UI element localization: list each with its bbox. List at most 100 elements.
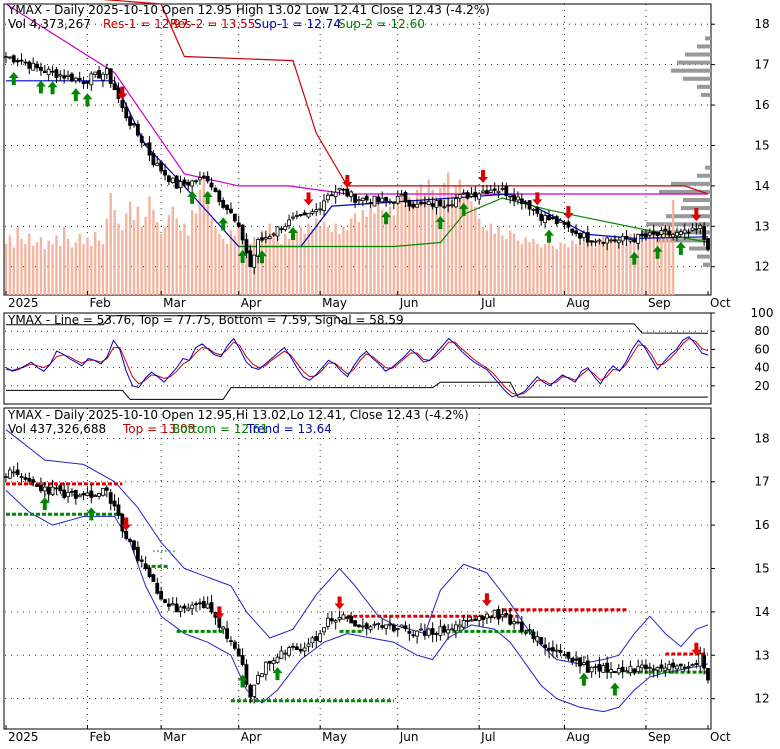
price-candle — [407, 630, 412, 634]
price-candle — [364, 195, 369, 201]
volume-profile-bar — [697, 254, 711, 259]
price-candle — [485, 613, 489, 619]
price-candle — [465, 620, 470, 622]
price-candle — [201, 600, 206, 608]
price-candle — [116, 504, 121, 516]
price-candle — [267, 660, 272, 664]
volume-bar — [551, 245, 555, 295]
price-candle — [263, 237, 268, 240]
price-candle — [46, 486, 51, 495]
price-candle — [702, 226, 707, 240]
price-candle — [477, 193, 482, 200]
volume-bar — [377, 201, 380, 295]
volume-bar — [221, 238, 225, 295]
price-candle — [353, 620, 357, 627]
volume-bar — [346, 230, 349, 295]
sell-arrow — [303, 192, 314, 206]
x-tick-label: 2025 — [8, 730, 39, 744]
volume-bar — [598, 242, 601, 295]
price-candle — [531, 208, 536, 211]
price-candle — [554, 649, 559, 652]
price-candle — [504, 613, 509, 616]
price-candle — [411, 634, 416, 637]
price-candle — [93, 71, 98, 76]
volume-bar — [159, 233, 163, 295]
price-candle — [128, 539, 133, 543]
volume-bar — [132, 220, 136, 295]
price-candle — [516, 621, 520, 624]
price-candle — [155, 582, 160, 594]
price-candle — [263, 661, 268, 675]
price-candle — [66, 491, 70, 497]
volume-profile-bar — [701, 92, 711, 97]
price-candle — [4, 56, 8, 59]
buy-arrow — [70, 88, 81, 102]
price-candle — [547, 215, 551, 221]
sell-arrow — [342, 175, 353, 189]
oscillator-y-axis: 20 40 60 80 100 — [711, 306, 773, 393]
price-candle — [267, 236, 272, 240]
volume-bar — [656, 238, 659, 295]
price-candle — [163, 599, 167, 604]
volume-bar — [206, 196, 209, 295]
price-y-tick-label: 12 — [754, 260, 769, 274]
volume-bar — [404, 204, 407, 295]
price-candle — [345, 616, 350, 619]
price-candle — [4, 476, 8, 479]
price-candle — [492, 609, 497, 618]
volume-bar — [97, 240, 101, 295]
price-candle — [81, 493, 86, 496]
volume-bar — [431, 189, 434, 295]
price-candle — [194, 180, 198, 183]
price-candle — [632, 668, 637, 673]
volume-bar — [12, 247, 15, 295]
volume-bar — [528, 242, 531, 295]
trend-y-axis: 12 13 14 15 16 17 18 — [711, 431, 770, 706]
volume-bar — [400, 193, 403, 295]
volume-bar — [636, 237, 640, 295]
price-candle — [407, 199, 412, 207]
volume-bar — [470, 201, 473, 295]
volume-profile-bar — [646, 222, 711, 227]
price-candle — [85, 492, 90, 496]
volume-bar — [256, 238, 260, 295]
volume-bar — [128, 201, 132, 295]
x-tick-label: Jul — [480, 296, 495, 310]
oscillator-y-tick-label: 20 — [754, 379, 769, 393]
volume-bar — [419, 184, 423, 295]
price-candle — [337, 617, 342, 620]
price-candle — [314, 636, 319, 641]
buy-arrow — [609, 682, 620, 696]
price-candle — [434, 200, 439, 208]
volume-bar — [439, 187, 442, 295]
price-candle — [581, 662, 586, 666]
buy-arrow — [39, 497, 50, 511]
price-candle — [593, 240, 598, 243]
price-candle — [461, 620, 466, 628]
price-grid — [5, 4, 710, 295]
x-tick-label: Jun — [399, 730, 419, 744]
volume-bar — [334, 223, 337, 295]
x-tick-label: Sep — [648, 730, 671, 744]
price-candle — [283, 225, 288, 230]
price-candle — [11, 55, 16, 63]
price-candle — [574, 658, 579, 661]
price-candle — [333, 620, 338, 623]
volume-bar — [574, 244, 578, 295]
volume-bar — [435, 196, 438, 295]
price-candle — [143, 563, 148, 570]
price-candle — [275, 226, 280, 237]
price-candle — [35, 484, 39, 488]
price-candle — [523, 631, 528, 634]
volume-profile-bar — [677, 60, 711, 65]
price-y-tick-label: 16 — [754, 98, 769, 112]
price-candle — [376, 196, 381, 202]
price-candle — [574, 230, 579, 235]
volume-bar — [559, 242, 562, 295]
price-res2-label: Res-2 = 13.55 — [170, 17, 255, 31]
volume-bar — [66, 238, 70, 295]
volume-bar — [287, 238, 291, 295]
price-candle — [613, 671, 617, 673]
price-candle — [244, 239, 249, 254]
volume-profile-bar — [705, 36, 711, 41]
